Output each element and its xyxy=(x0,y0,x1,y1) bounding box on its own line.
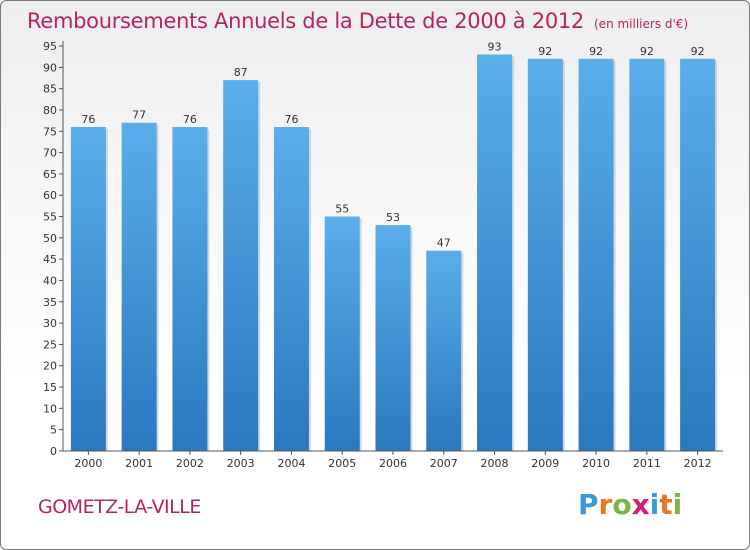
logo-letter: t xyxy=(659,488,673,521)
x-tick-label: 2001 xyxy=(125,457,153,470)
y-tick-label: 85 xyxy=(43,83,57,96)
bar-2004 xyxy=(273,127,309,451)
proxiti-logo: Proxiti xyxy=(578,488,682,521)
y-tick-label: 5 xyxy=(50,424,57,437)
x-tick-label: 2002 xyxy=(176,457,204,470)
bar-value-label: 76 xyxy=(81,113,95,126)
bar-2001 xyxy=(121,122,157,451)
x-tick-label: 2003 xyxy=(227,457,255,470)
y-tick-label: 75 xyxy=(43,125,57,138)
y-tick-label: 0 xyxy=(50,445,57,458)
bar-2012 xyxy=(680,58,716,451)
x-tick-label: 2010 xyxy=(582,457,610,470)
commune-name: GOMETZ-LA-VILLE xyxy=(38,496,201,518)
x-tick-label: 2005 xyxy=(328,457,356,470)
bar-2008 xyxy=(477,54,513,452)
x-tick-label: 2000 xyxy=(74,457,102,470)
logo-letter: x xyxy=(631,488,650,521)
bar-value-label: 92 xyxy=(589,45,603,58)
bar-value-label: 92 xyxy=(538,45,552,58)
x-tick-label: 2009 xyxy=(531,457,559,470)
bar-value-label: 53 xyxy=(386,211,400,224)
x-tick-label: 2012 xyxy=(684,457,712,470)
y-tick-label: 55 xyxy=(43,211,57,224)
y-tick-label: 10 xyxy=(43,402,57,415)
bar-value-label: 55 xyxy=(335,203,349,216)
bar-value-label: 47 xyxy=(437,237,451,250)
x-tick-label: 2007 xyxy=(430,457,458,470)
bar-2010 xyxy=(578,58,614,451)
y-tick-label: 45 xyxy=(43,253,57,266)
bar-value-label: 77 xyxy=(132,109,146,122)
chart-title-text: Remboursements Annuels de la Dette de 20… xyxy=(27,9,584,33)
x-tick-label: 2004 xyxy=(277,457,305,470)
bar-2003 xyxy=(223,80,259,452)
bar-value-label: 87 xyxy=(234,66,248,79)
bars: 76 77 76 87 76 55 53 47 93 92 92 92 92 xyxy=(70,41,718,452)
x-tick-label: 2011 xyxy=(633,457,661,470)
logo-letter: r xyxy=(598,488,613,521)
y-tick-label: 15 xyxy=(43,381,57,394)
bar-2005 xyxy=(324,216,360,451)
y-tick-label: 50 xyxy=(43,232,57,245)
y-axis: 0 5 10 15 20 25 30 35 40 45 50 55 60 65 70 75 80 85 90 95 xyxy=(43,40,64,458)
y-tick-label: 20 xyxy=(43,360,57,373)
bar-2002 xyxy=(172,127,208,451)
logo-letter: i xyxy=(672,488,683,521)
bar-2011 xyxy=(629,58,665,451)
x-tick-label: 2008 xyxy=(481,457,509,470)
y-tick-label: 70 xyxy=(43,147,57,160)
x-axis: 2000 2001 2002 2003 2004 2005 2006 2007 2008 2009… xyxy=(63,450,723,470)
bar-2007 xyxy=(426,250,462,451)
logo-letter: P xyxy=(578,488,599,521)
y-tick-label: 80 xyxy=(43,104,57,117)
y-tick-label: 60 xyxy=(43,189,57,202)
bar-value-label: 92 xyxy=(640,45,654,58)
chart-subtitle: (en milliers d'€) xyxy=(594,17,689,31)
y-tick-label: 35 xyxy=(43,296,57,309)
y-tick-label: 40 xyxy=(43,274,57,287)
bar-value-label: 76 xyxy=(183,113,197,126)
chart-title: Remboursements Annuels de la Dette de 20… xyxy=(27,9,688,33)
y-tick-label: 30 xyxy=(43,317,57,330)
bar-2000 xyxy=(70,127,106,451)
bar-2009 xyxy=(527,58,563,451)
logo-letter: o xyxy=(612,488,632,521)
bar-2006 xyxy=(375,225,411,451)
bar-value-label: 93 xyxy=(488,41,502,54)
y-tick-label: 65 xyxy=(43,168,57,181)
y-tick-label: 95 xyxy=(43,40,57,53)
logo-letter: i xyxy=(649,488,660,521)
y-tick-label: 25 xyxy=(43,338,57,351)
bar-value-label: 76 xyxy=(284,113,298,126)
y-tick-label: 90 xyxy=(43,61,57,74)
bar-value-label: 92 xyxy=(691,45,705,58)
x-tick-label: 2006 xyxy=(379,457,407,470)
